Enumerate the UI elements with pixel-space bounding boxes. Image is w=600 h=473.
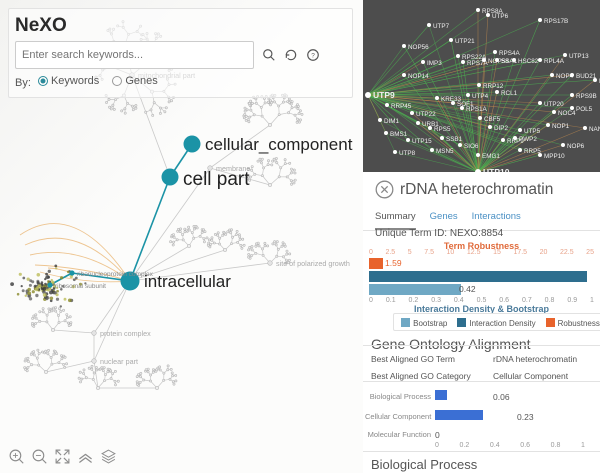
svg-text:UTP10: UTP10: [483, 167, 510, 172]
svg-text:cell part: cell part: [183, 169, 250, 190]
svg-text:NOP6: NOP6: [567, 143, 585, 150]
svg-text:PWP2: PWP2: [519, 136, 537, 143]
svg-text:RPL4A: RPL4A: [544, 58, 565, 65]
svg-text:RPS17B: RPS17B: [544, 18, 568, 25]
svg-text:UTP8: UTP8: [399, 150, 416, 157]
svg-text:NOP56: NOP56: [408, 44, 429, 51]
svg-text:RRP12: RRP12: [483, 83, 504, 90]
svg-text:UTP7: UTP7: [433, 23, 450, 30]
svg-text:UTP21: UTP21: [455, 38, 475, 45]
svg-text:EMG1: EMG1: [482, 153, 500, 160]
svg-text:NAN1: NAN1: [589, 126, 600, 133]
svg-text:?: ?: [311, 52, 315, 59]
svg-text:RCL1: RCL1: [501, 90, 518, 97]
svg-text:UTP9: UTP9: [373, 90, 395, 100]
svg-text:RPS4A: RPS4A: [499, 50, 520, 57]
svg-text:UTP5: UTP5: [524, 128, 541, 135]
svg-text:SSA1: SSA1: [501, 58, 518, 65]
svg-text:IMP3: IMP3: [427, 60, 442, 67]
svg-text:NOC4: NOC4: [558, 110, 576, 117]
svg-text:RPS1A: RPS1A: [466, 106, 487, 113]
svg-text:BMS1: BMS1: [390, 131, 408, 138]
svg-text:UTP13: UTP13: [569, 53, 589, 60]
svg-text:SSB1: SSB1: [446, 136, 463, 143]
svg-text:protein complex: protein complex: [100, 329, 151, 338]
svg-text:HSC82: HSC82: [518, 58, 539, 65]
svg-text:POL5: POL5: [576, 106, 593, 113]
svg-text:SIO6: SIO6: [464, 143, 479, 150]
svg-text:site of polarized growth: site of polarized growth: [276, 259, 350, 268]
svg-text:UTP4: UTP4: [472, 93, 489, 100]
svg-text:NOP14: NOP14: [408, 73, 429, 80]
svg-text:NOP1: NOP1: [552, 123, 570, 130]
svg-text:RPS9B: RPS9B: [576, 93, 597, 100]
svg-text:RPS5: RPS5: [434, 126, 451, 133]
svg-text:intracellular: intracellular: [144, 272, 231, 291]
svg-text:UTP15: UTP15: [412, 138, 432, 145]
svg-text:CBF5: CBF5: [484, 116, 501, 123]
svg-text:MPP10: MPP10: [544, 153, 565, 160]
svg-text:DIP2: DIP2: [494, 125, 508, 132]
svg-text:UTP22: UTP22: [416, 111, 436, 118]
svg-text:nuclear part: nuclear part: [100, 357, 138, 366]
svg-text:MSN5: MSN5: [436, 148, 454, 155]
svg-text:RRP45: RRP45: [391, 103, 412, 110]
svg-text:ribonucleoprotein complex: ribonucleoprotein complex: [77, 271, 154, 278]
svg-text:ribosomal subunit: ribosomal subunit: [55, 283, 106, 290]
svg-text:UTP20: UTP20: [544, 101, 564, 108]
svg-text:DIM1: DIM1: [384, 118, 400, 125]
svg-text:cellular_component: cellular_component: [205, 135, 353, 154]
svg-text:UTP6: UTP6: [492, 13, 509, 20]
